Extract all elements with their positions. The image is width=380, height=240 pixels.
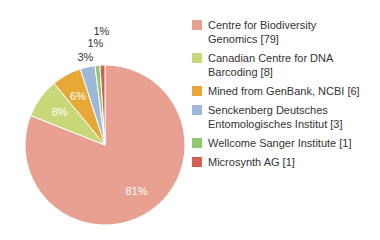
- html-text:Senckenberg Deutsches Entomolo: Senckenberg Deutsches Entomologisches In…: [208, 104, 343, 130]
- svg-text:1%: 1%: [87, 37, 103, 49]
- html-text:Microsynth AG [1]: Microsynth AG [1]: [208, 156, 295, 168]
- html-text:Mined from GenBank, NCBI [6]: Mined from GenBank, NCBI [6]: [208, 85, 360, 97]
- svg-text:3%: 3%: [77, 51, 93, 63]
- svg-text:8%: 8%: [52, 106, 68, 118]
- svg-text:6%: 6%: [70, 90, 86, 102]
- html-text:Canadian Centre for DNA Barcod: Canadian Centre for DNA Barcoding [8]: [208, 52, 334, 78]
- svg-text:81%: 81%: [125, 185, 147, 197]
- svg-text:1%: 1%: [93, 25, 109, 37]
- html-text:Centre for Biodiversity Genomi: Centre for Biodiversity Genomics [79]: [208, 19, 317, 45]
- html-text:Wellcome Sanger Institute [1]: Wellcome Sanger Institute [1]: [208, 137, 352, 149]
